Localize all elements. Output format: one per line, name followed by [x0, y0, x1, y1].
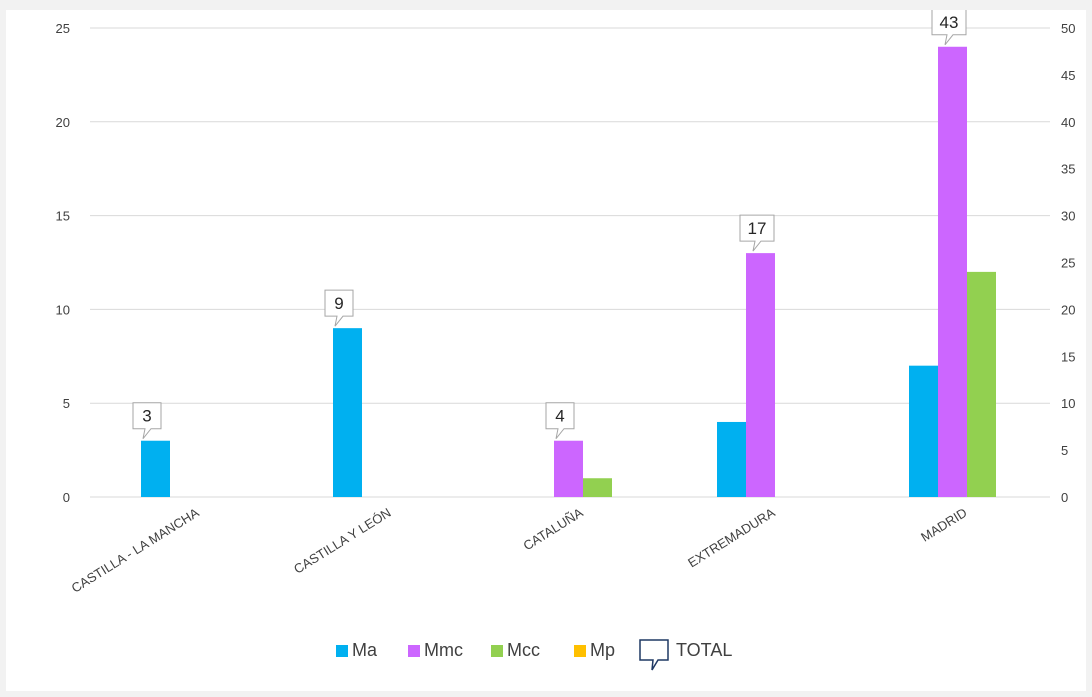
bars	[141, 46, 996, 497]
right-tick-label: 10	[1061, 396, 1075, 411]
total-callout: 17	[739, 214, 775, 252]
bar-ma	[909, 365, 938, 497]
legend-swatch-mmc	[408, 645, 420, 657]
left-axis: 0 5 10 15 20 25	[56, 21, 70, 505]
bar-mmc	[746, 253, 775, 497]
left-tick-label: 5	[63, 396, 70, 411]
left-tick-label: 10	[56, 302, 70, 317]
total-callout: 43	[931, 8, 967, 46]
right-tick-label: 25	[1061, 256, 1075, 271]
callout-box	[132, 402, 162, 440]
right-tick-label: 30	[1061, 209, 1075, 224]
bar-mmc	[554, 440, 583, 497]
bar-mmc	[938, 46, 967, 497]
gridlines	[90, 27, 1050, 498]
bar-mcc	[583, 478, 612, 497]
bar-ma	[141, 440, 170, 497]
total-label: 4	[555, 407, 564, 426]
callout-box	[931, 8, 967, 46]
x-tick-label: EXTREMADURA	[685, 505, 778, 571]
right-tick-label: 50	[1061, 21, 1075, 36]
right-tick-label: 35	[1061, 162, 1075, 177]
right-axis: 0 5 10 15 20 25 30 35 40 45 50	[1061, 21, 1075, 505]
left-tick-label: 0	[63, 490, 70, 505]
legend-label: TOTAL	[676, 640, 732, 660]
legend-swatch-ma	[336, 645, 348, 657]
callout-box	[324, 289, 354, 327]
left-tick-label: 15	[56, 209, 70, 224]
legend: Ma Mmc Mcc Mp TOTAL	[336, 639, 732, 671]
right-tick-label: 5	[1061, 443, 1068, 458]
total-label: 9	[334, 294, 343, 313]
legend-swatch-total	[639, 639, 669, 671]
right-tick-label: 20	[1061, 302, 1075, 317]
legend-label: Mmc	[424, 640, 463, 660]
x-tick-label: MADRID	[918, 505, 969, 545]
chart-area: 0 5 10 15 20 25 0 5 10 15 20 25 30 35 40 45 50 3 9 4 17 43 …	[6, 8, 1086, 691]
x-tick-label: CATALUÑA	[520, 505, 585, 554]
right-tick-label: 15	[1061, 349, 1075, 364]
legend-label: Ma	[352, 640, 378, 660]
right-tick-label: 40	[1061, 115, 1075, 130]
bar-mcc	[967, 271, 996, 497]
total-callout: 4	[545, 402, 575, 440]
callout-box	[545, 402, 575, 440]
legend-swatch-mcc	[491, 645, 503, 657]
right-tick-label: 45	[1061, 68, 1075, 83]
total-callout: 9	[324, 289, 354, 327]
total-label: 43	[940, 13, 959, 32]
bar-ma	[717, 421, 746, 497]
x-tick-label: CASTILLA Y LEÓN	[291, 505, 394, 577]
legend-swatch-mp	[574, 645, 586, 657]
right-tick-label: 0	[1061, 490, 1068, 505]
legend-label: Mcc	[507, 640, 540, 660]
callout-box	[739, 214, 775, 252]
left-tick-label: 25	[56, 21, 70, 36]
left-tick-label: 20	[56, 115, 70, 130]
bar-ma	[333, 328, 362, 497]
x-tick-label: CASTILLA - LA MANCHA	[69, 505, 202, 596]
x-axis-labels: CASTILLA - LA MANCHA CASTILLA Y LEÓN CATAL…	[69, 505, 970, 596]
legend-label: Mp	[590, 640, 615, 660]
total-callout: 3	[132, 402, 162, 440]
total-callouts: 3 9 4 17 43	[132, 8, 967, 440]
total-label: 3	[142, 407, 151, 426]
total-label: 17	[748, 219, 767, 238]
